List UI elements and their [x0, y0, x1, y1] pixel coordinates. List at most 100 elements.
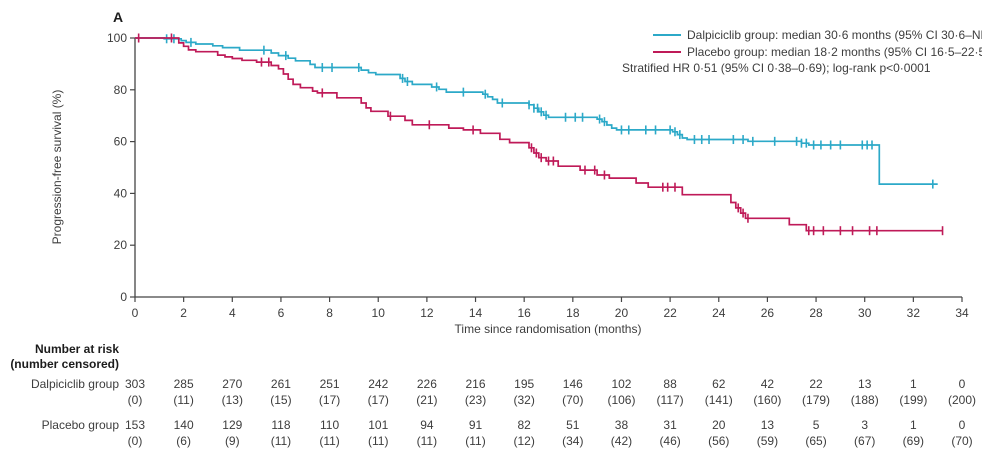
- risk-cell: 303: [124, 377, 146, 391]
- y-tick-label: 100: [107, 31, 127, 45]
- x-tick-label: 32: [907, 306, 921, 320]
- risk-cell: 110: [320, 418, 340, 432]
- censored-cell: (21): [416, 393, 438, 407]
- risk-cell: 242: [368, 377, 389, 391]
- x-tick-label: 26: [761, 306, 775, 320]
- censored-cell: (46): [659, 434, 681, 448]
- censored-cell: (67): [854, 434, 876, 448]
- censored-cell: (11): [416, 434, 438, 448]
- dalpiciclib-line-swatch: [653, 34, 681, 36]
- y-axis-ticks: 0 20 40 60 80 100: [107, 31, 135, 304]
- risk-row-label-dalpiciclib: Dalpiciclib group: [30, 377, 119, 391]
- risk-cell: 22: [809, 377, 823, 391]
- y-tick-label: 20: [114, 238, 128, 252]
- risk-cell: 226: [416, 377, 437, 391]
- risk-cell: 5: [812, 418, 820, 432]
- risk-cell: 91: [468, 418, 483, 432]
- dalpiciclib-curve: [135, 37, 938, 185]
- x-tick-label: 20: [615, 306, 629, 320]
- placebo-curve: [135, 37, 943, 232]
- risk-cell: 261: [270, 377, 291, 391]
- risk-cell: 88: [663, 377, 677, 391]
- x-tick-label: 28: [809, 306, 823, 320]
- y-tick-label: 60: [114, 135, 128, 149]
- y-tick-label: 40: [114, 186, 128, 200]
- x-tick-label: 8: [326, 306, 333, 320]
- dalpiciclib-censor-marks: [165, 34, 934, 189]
- censored-cell: (65): [805, 434, 827, 448]
- censored-cell: (200): [947, 393, 976, 407]
- risk-cell: 270: [222, 377, 243, 391]
- censored-cell: (0): [127, 434, 143, 448]
- censored-cell: (188): [850, 393, 879, 407]
- risk-cell: 216: [465, 377, 486, 391]
- censored-cell: (17): [318, 393, 341, 407]
- censored-cell: (69): [902, 434, 925, 448]
- risk-cell: 13: [858, 377, 872, 391]
- risk-cell: 42: [760, 377, 775, 391]
- risk-row-label-placebo: Placebo group: [41, 418, 119, 432]
- risk-cell: 0: [958, 377, 966, 391]
- risk-cell: 62: [712, 377, 726, 391]
- censored-cell: (11): [270, 434, 292, 448]
- censored-cell: (11): [368, 434, 389, 448]
- censored-cell: (141): [704, 393, 733, 407]
- x-tick-label: 24: [712, 306, 726, 320]
- placebo-censor-marks: [137, 33, 944, 236]
- censored-cell: (23): [464, 393, 487, 407]
- legend-label-placebo: Placebo group: median 18·2 months (95% C…: [687, 45, 982, 59]
- censored-cell: (42): [610, 434, 633, 448]
- risk-cell: 31: [663, 418, 677, 432]
- x-tick-label: 12: [420, 306, 434, 320]
- risk-cell: 20: [712, 418, 726, 432]
- risk-cell: 51: [566, 418, 580, 432]
- censored-cell: (6): [176, 434, 191, 448]
- risk-cell: 146: [562, 377, 583, 391]
- risk-cell: 82: [517, 418, 531, 432]
- risk-cell: 251: [319, 377, 340, 391]
- risk-cell: 195: [514, 377, 535, 391]
- risk-cell: 94: [420, 418, 434, 432]
- censored-cell: (0): [127, 393, 143, 407]
- x-tick-label: 6: [278, 306, 285, 320]
- risk-cell: 1: [910, 377, 917, 391]
- axes: [134, 38, 962, 298]
- censored-cell: (11): [465, 434, 486, 448]
- censored-cell: (17): [367, 393, 389, 407]
- risk-cell: 13: [760, 418, 775, 432]
- x-tick-label: 34: [955, 306, 969, 320]
- x-tick-label: 30: [858, 306, 872, 320]
- censored-cell: (117): [656, 393, 684, 407]
- risk-cell: 140: [173, 418, 194, 432]
- legend-stats-note: Stratified HR 0·51 (95% CI 0·38–0·69); l…: [622, 61, 931, 75]
- x-axis-title: Time since randomisation (months): [454, 322, 642, 336]
- x-tick-label: 0: [132, 306, 139, 320]
- x-axis-ticks: 0 2 4 6 8 10 12 14 16 18 20 22 24 26 28 30 32 34: [132, 297, 969, 320]
- risk-cell: 129: [222, 418, 243, 432]
- censored-cell: (13): [221, 393, 243, 407]
- x-tick-label: 14: [469, 306, 483, 320]
- legend-item-placebo: Placebo group: median 18·2 months (95% C…: [653, 45, 982, 59]
- censored-cell: (15): [270, 393, 292, 407]
- censored-cell: (106): [607, 393, 636, 407]
- legend-label-dalpiciclib: Dalpiciclib group: median 30·6 months (9…: [687, 28, 982, 42]
- risk-table-header-line1: Number at risk: [34, 342, 119, 356]
- panel-label: A: [113, 9, 124, 25]
- censored-cell: (199): [899, 393, 928, 407]
- x-tick-label: 16: [517, 306, 531, 320]
- censored-cell: (9): [224, 434, 240, 448]
- risk-cell: 0: [958, 418, 966, 432]
- censored-cell: (59): [756, 434, 779, 448]
- risk-cell: 102: [611, 377, 632, 391]
- risk-cell: 1: [910, 418, 917, 432]
- x-tick-label: 22: [663, 306, 677, 320]
- censored-cell: (12): [513, 434, 535, 448]
- y-tick-label: 0: [120, 290, 127, 304]
- censored-cell: (179): [802, 393, 831, 407]
- placebo-line-swatch: [653, 51, 681, 53]
- x-tick-label: 4: [229, 306, 236, 320]
- censored-cell: (70): [951, 434, 973, 448]
- censored-cell: (11): [319, 434, 340, 448]
